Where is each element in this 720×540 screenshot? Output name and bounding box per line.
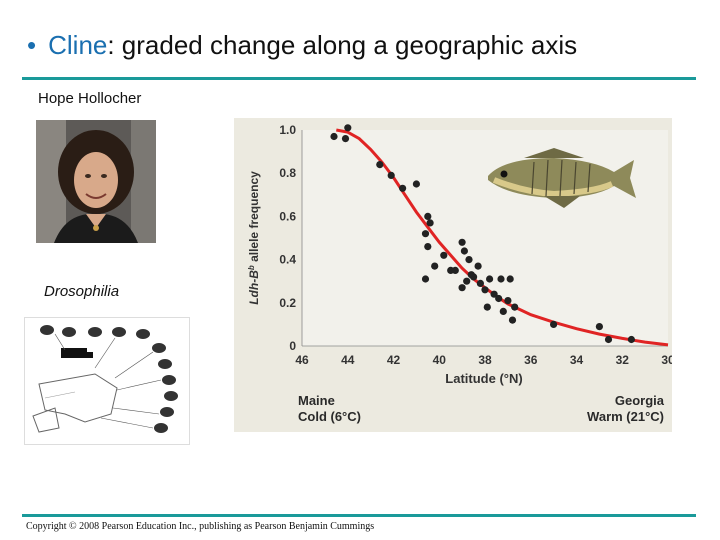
- plot-area-bg: [302, 130, 668, 346]
- data-point: [412, 180, 420, 188]
- data-point: [447, 266, 455, 274]
- data-point: [387, 171, 395, 179]
- x-tick-label: 44: [341, 353, 355, 367]
- y-tick-label: 0.6: [279, 209, 296, 223]
- data-point: [595, 323, 603, 331]
- cline-chart-svg: 0 0.2 0.4 0.6 0.8 1.0 46 44 42 40 38 36 34 32 30 Ldh-…: [234, 118, 675, 432]
- data-point: [604, 335, 613, 344]
- data-point: [467, 271, 475, 279]
- y-tick-label: 1.0: [279, 123, 296, 137]
- data-point: [376, 161, 384, 169]
- author-name: Hope Hollocher: [38, 90, 142, 107]
- data-point: [497, 275, 505, 283]
- data-point: [506, 275, 514, 283]
- x-tick-label: 30: [661, 353, 672, 367]
- plot-area: [301, 130, 668, 347]
- copyright-notice: Copyright © 2008 Pearson Education Inc.,…: [26, 521, 375, 532]
- data-point: [458, 284, 466, 292]
- y-tick-label: 0.4: [279, 253, 296, 267]
- title-bullet: •: [27, 30, 37, 60]
- data-point: [424, 212, 432, 220]
- data-point: [341, 135, 350, 143]
- x-tick-label: 36: [524, 353, 538, 367]
- bottom-divider: [22, 514, 696, 517]
- data-point: [421, 230, 430, 238]
- data-point: [463, 277, 471, 285]
- drosophila-map-figure: [24, 317, 190, 445]
- data-points: [330, 124, 635, 344]
- data-point: [421, 275, 430, 283]
- cline-chart: 0 0.2 0.4 0.6 0.8 1.0 46 44 42 40 38 36 34 32 30 Ldh-…: [234, 118, 675, 432]
- data-point: [426, 219, 434, 227]
- data-point: [495, 294, 503, 303]
- data-point: [424, 243, 432, 251]
- maine-temp-label: Cold (6°C): [298, 409, 361, 424]
- data-point: [458, 238, 466, 246]
- data-point: [627, 335, 635, 344]
- data-point: [330, 132, 338, 141]
- killifish-image: [488, 148, 636, 208]
- y-tick-label: 0.2: [279, 296, 296, 310]
- data-point: [476, 279, 484, 287]
- data-point: [511, 303, 519, 311]
- data-point: [474, 262, 482, 270]
- data-point: [399, 184, 407, 192]
- x-tick-label: 42: [387, 353, 401, 367]
- data-point: [344, 124, 352, 132]
- title-rest: : graded change along a geographic axis: [107, 30, 578, 60]
- data-point: [550, 320, 558, 328]
- data-point: [486, 275, 494, 283]
- data-point: [508, 316, 517, 324]
- slide-title: • Cline: graded change along a geographic…: [27, 30, 577, 61]
- data-point: [504, 297, 512, 305]
- maine-label: Maine: [298, 393, 335, 408]
- author-photo: [36, 120, 156, 243]
- georgia-label: Georgia: [615, 393, 665, 408]
- x-tick-label: 34: [570, 353, 584, 367]
- data-point: [481, 286, 489, 294]
- y-tick-label: 0: [289, 339, 296, 353]
- x-tick-label: 32: [616, 353, 630, 367]
- x-tick-labels: 46 44 42 40 38 36 34 32 30: [295, 353, 675, 367]
- data-point: [499, 307, 507, 315]
- data-point: [483, 303, 491, 311]
- x-tick-label: 46: [295, 353, 309, 367]
- data-point: [431, 262, 439, 270]
- data-point: [490, 290, 498, 298]
- data-point: [440, 251, 448, 259]
- cline-curve: [336, 128, 669, 347]
- georgia-temp-label: Warm (21°C): [587, 409, 664, 424]
- data-point: [460, 247, 468, 255]
- x-tick-label: 38: [478, 353, 492, 367]
- y-tick-label: 0.8: [279, 166, 296, 180]
- title-keyword: Cline: [48, 30, 108, 60]
- x-axis-label: Latitude (°N): [445, 371, 522, 386]
- top-divider: [22, 77, 696, 80]
- drosophila-label: Drosophilia: [44, 283, 120, 300]
- data-point: [465, 256, 473, 264]
- y-tick-labels: 0 0.2 0.4 0.6 0.8 1.0: [279, 123, 296, 353]
- y-axis-label: Ldh-Bb allele frequency: [247, 171, 262, 305]
- x-tick-label: 40: [433, 353, 447, 367]
